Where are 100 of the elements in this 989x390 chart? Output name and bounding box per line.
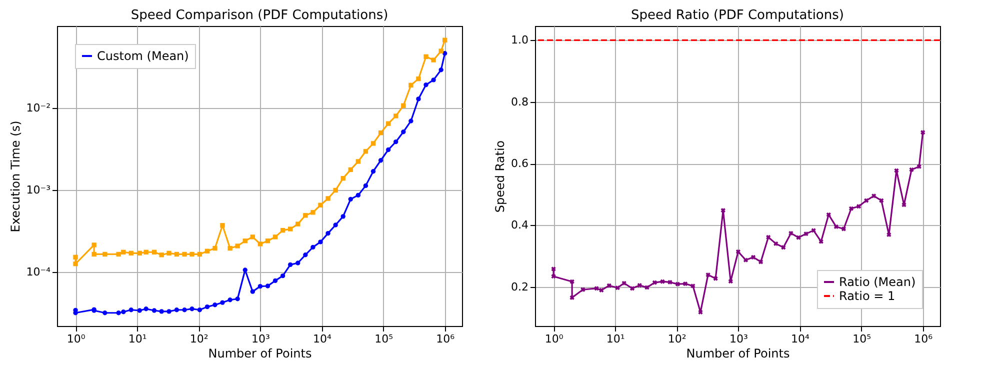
point	[690, 284, 696, 288]
point	[698, 310, 703, 314]
y-axis-title: Execution Time (s)	[8, 120, 22, 232]
point	[318, 202, 323, 208]
point	[916, 164, 922, 169]
point	[652, 280, 658, 285]
point	[272, 234, 278, 240]
point	[416, 76, 421, 82]
x-tick-label: 10⁴	[791, 332, 810, 346]
point	[781, 245, 786, 250]
point	[204, 248, 210, 254]
x-axis-title: Number of Points	[208, 346, 312, 360]
point	[137, 250, 142, 256]
point	[152, 250, 157, 254]
point	[121, 310, 126, 314]
y-axis-title: Speed Ratio	[493, 140, 508, 213]
point	[356, 159, 361, 164]
point	[750, 254, 756, 260]
y-tick-label: 0.4	[511, 218, 528, 232]
point	[386, 121, 391, 126]
point	[356, 192, 361, 198]
point	[242, 238, 248, 244]
point	[826, 212, 831, 218]
point	[660, 279, 665, 284]
x-tick-label: 10³	[251, 332, 270, 346]
point	[318, 240, 323, 244]
point	[166, 309, 172, 314]
point	[204, 304, 210, 310]
point	[197, 252, 202, 257]
point	[182, 308, 187, 312]
point	[879, 198, 884, 203]
x-tick-label: 10²	[668, 332, 686, 346]
point	[363, 149, 368, 154]
point	[909, 167, 914, 172]
point	[408, 82, 414, 88]
point	[431, 58, 436, 62]
legend-label: Custom (Mean)	[97, 49, 189, 63]
point	[296, 222, 300, 226]
point	[386, 147, 391, 152]
point	[220, 223, 225, 228]
point	[804, 231, 808, 236]
point	[250, 234, 255, 240]
point	[144, 306, 148, 312]
point	[370, 141, 376, 146]
chart-title: Speed Comparison (PDF Computations)	[130, 8, 388, 23]
point	[258, 284, 263, 289]
point	[159, 309, 164, 314]
point	[728, 278, 733, 284]
point	[841, 226, 846, 232]
x-tick-label: 10⁰	[66, 332, 86, 346]
point	[128, 250, 134, 256]
x-tick-label: 10⁰	[544, 332, 564, 346]
point	[894, 168, 899, 173]
chart-title: Speed Ratio (PDF Computations)	[631, 8, 844, 23]
point	[401, 103, 406, 108]
y-tick-label: 0.2	[511, 280, 528, 294]
point	[258, 242, 263, 246]
point	[152, 308, 157, 313]
y-tick-label: 0.6	[511, 157, 528, 170]
point	[599, 288, 604, 293]
point	[326, 230, 330, 236]
point	[265, 238, 270, 244]
x-axis-title: Number of Points	[686, 346, 790, 360]
x-tick-label: 10³	[729, 332, 748, 346]
point	[902, 202, 906, 208]
point	[348, 196, 353, 202]
point	[272, 278, 278, 284]
point	[706, 272, 710, 278]
point	[310, 210, 316, 215]
x-tick-label: 10⁶	[914, 332, 934, 346]
x-tick-label: 10²	[190, 332, 208, 346]
point	[326, 196, 330, 201]
point	[265, 284, 270, 288]
point	[310, 244, 316, 250]
point	[675, 282, 680, 286]
point	[190, 306, 194, 312]
point	[333, 222, 338, 228]
point	[774, 241, 778, 246]
point	[668, 280, 672, 285]
point	[856, 204, 862, 209]
point	[174, 252, 180, 257]
point	[394, 114, 398, 118]
point	[182, 252, 187, 257]
point	[818, 239, 824, 244]
point	[378, 130, 384, 136]
point	[121, 250, 126, 254]
point	[212, 246, 218, 251]
point	[848, 206, 854, 211]
point	[288, 226, 293, 232]
x-tick-label: 10¹	[606, 332, 625, 346]
point	[340, 176, 346, 181]
y-tick-label: 10⁻⁴	[26, 266, 52, 279]
point	[303, 213, 308, 218]
point	[378, 158, 384, 163]
point	[644, 285, 650, 290]
point	[288, 262, 293, 268]
point	[615, 285, 620, 290]
point	[235, 244, 240, 248]
point	[401, 130, 406, 134]
legend-label: Ratio = 1	[839, 289, 896, 303]
